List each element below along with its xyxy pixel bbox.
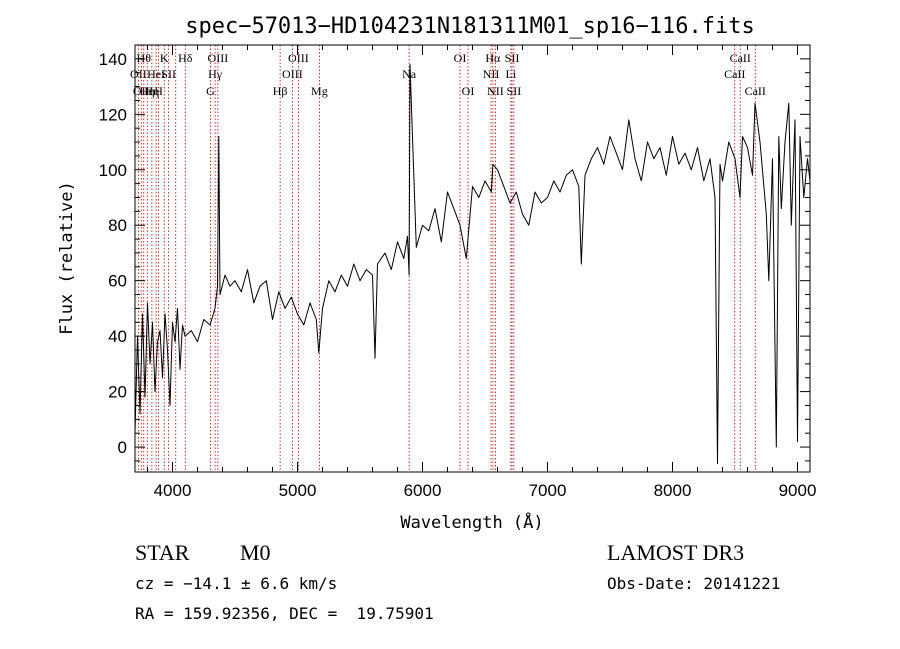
line-marker-label: CaII — [730, 51, 751, 65]
y-axis-label: Flux (relative) — [57, 181, 77, 335]
x-tick-label: 9000 — [779, 481, 817, 500]
spectrum-line — [134, 63, 811, 465]
x-tick-label: 5000 — [279, 481, 317, 500]
line-marker-label: CaII — [745, 84, 766, 98]
line-marker-label: Li — [506, 67, 517, 81]
line-marker-label: Na — [402, 67, 417, 81]
line-marker-label: OIII — [288, 51, 309, 65]
y-tick-label: 60 — [108, 272, 127, 291]
line-marker-label: Hδ — [178, 51, 193, 65]
line-marker-label: NII — [487, 84, 504, 98]
y-tick-label: 100 — [99, 161, 127, 180]
line-marker-label: Hα — [485, 51, 501, 65]
line-marker-label: OIII — [208, 51, 229, 65]
y-tick-label: 140 — [99, 50, 127, 69]
line-marker-label: G — [206, 84, 215, 98]
x-tick-label: 4000 — [154, 481, 192, 500]
redshift-readout: cz = −14.1 ± 6.6 km/s — [135, 574, 338, 593]
line-marker-label: OIII — [282, 67, 303, 81]
line-marker-label: OI — [454, 51, 467, 65]
line-marker-label: OII — [133, 84, 150, 98]
line-marker-label: Mg — [311, 84, 328, 98]
observation-date: Obs-Date: 20141221 — [607, 574, 781, 593]
y-tick-label: 80 — [108, 216, 127, 235]
line-marker-label: SII — [161, 67, 176, 81]
line-marker-label: CaII — [724, 67, 745, 81]
chart-title: spec−57013−HD104231N181311M01_sp16−116.f… — [185, 14, 755, 39]
x-tick-label: 6000 — [404, 481, 442, 500]
line-marker-label: Hη — [140, 84, 155, 98]
line-marker-label: SII — [507, 84, 522, 98]
x-tick-label: 8000 — [654, 481, 692, 500]
object-subclass: M0 — [240, 540, 271, 565]
line-marker-label: SII — [505, 51, 520, 65]
x-axis-label: Wavelength (Å) — [400, 511, 543, 533]
line-marker-label: K — [160, 51, 169, 65]
y-tick-label: 40 — [108, 327, 127, 346]
line-marker-label: HeI — [147, 67, 165, 81]
line-marker-label: Hγ — [208, 67, 223, 81]
line-marker-label: OI — [462, 84, 475, 98]
line-marker-label: OII — [130, 67, 147, 81]
line-marker-label: Hη — [144, 84, 159, 98]
line-marker-label: H — [154, 84, 163, 98]
survey-name: LAMOST DR3 — [607, 540, 745, 565]
plot-frame — [134, 44, 811, 473]
spectrum-layer — [134, 63, 811, 465]
y-tick-label: 0 — [118, 438, 127, 457]
y-tick-label: 120 — [99, 105, 127, 124]
line-marker-label: Hθ — [137, 51, 152, 65]
y-axis: 0 20 40 60 80 100 120 140 — [99, 44, 810, 462]
line-marker-label: Hβ — [273, 84, 288, 98]
line-markers: OIIOIIHθHηHηHeIHKSIIHδGHγOIIIHβOIIIOIIIM… — [130, 45, 766, 472]
y-tick-label: 20 — [108, 383, 127, 402]
x-tick-label: 7000 — [529, 481, 567, 500]
line-marker-label: NII — [483, 67, 500, 81]
x-axis: 4000 5000 6000 7000 8000 9000 — [147, 45, 817, 500]
object-class: STAR — [135, 540, 190, 565]
coordinates-readout: RA = 159.92356, DEC = 19.75901 — [135, 604, 434, 623]
